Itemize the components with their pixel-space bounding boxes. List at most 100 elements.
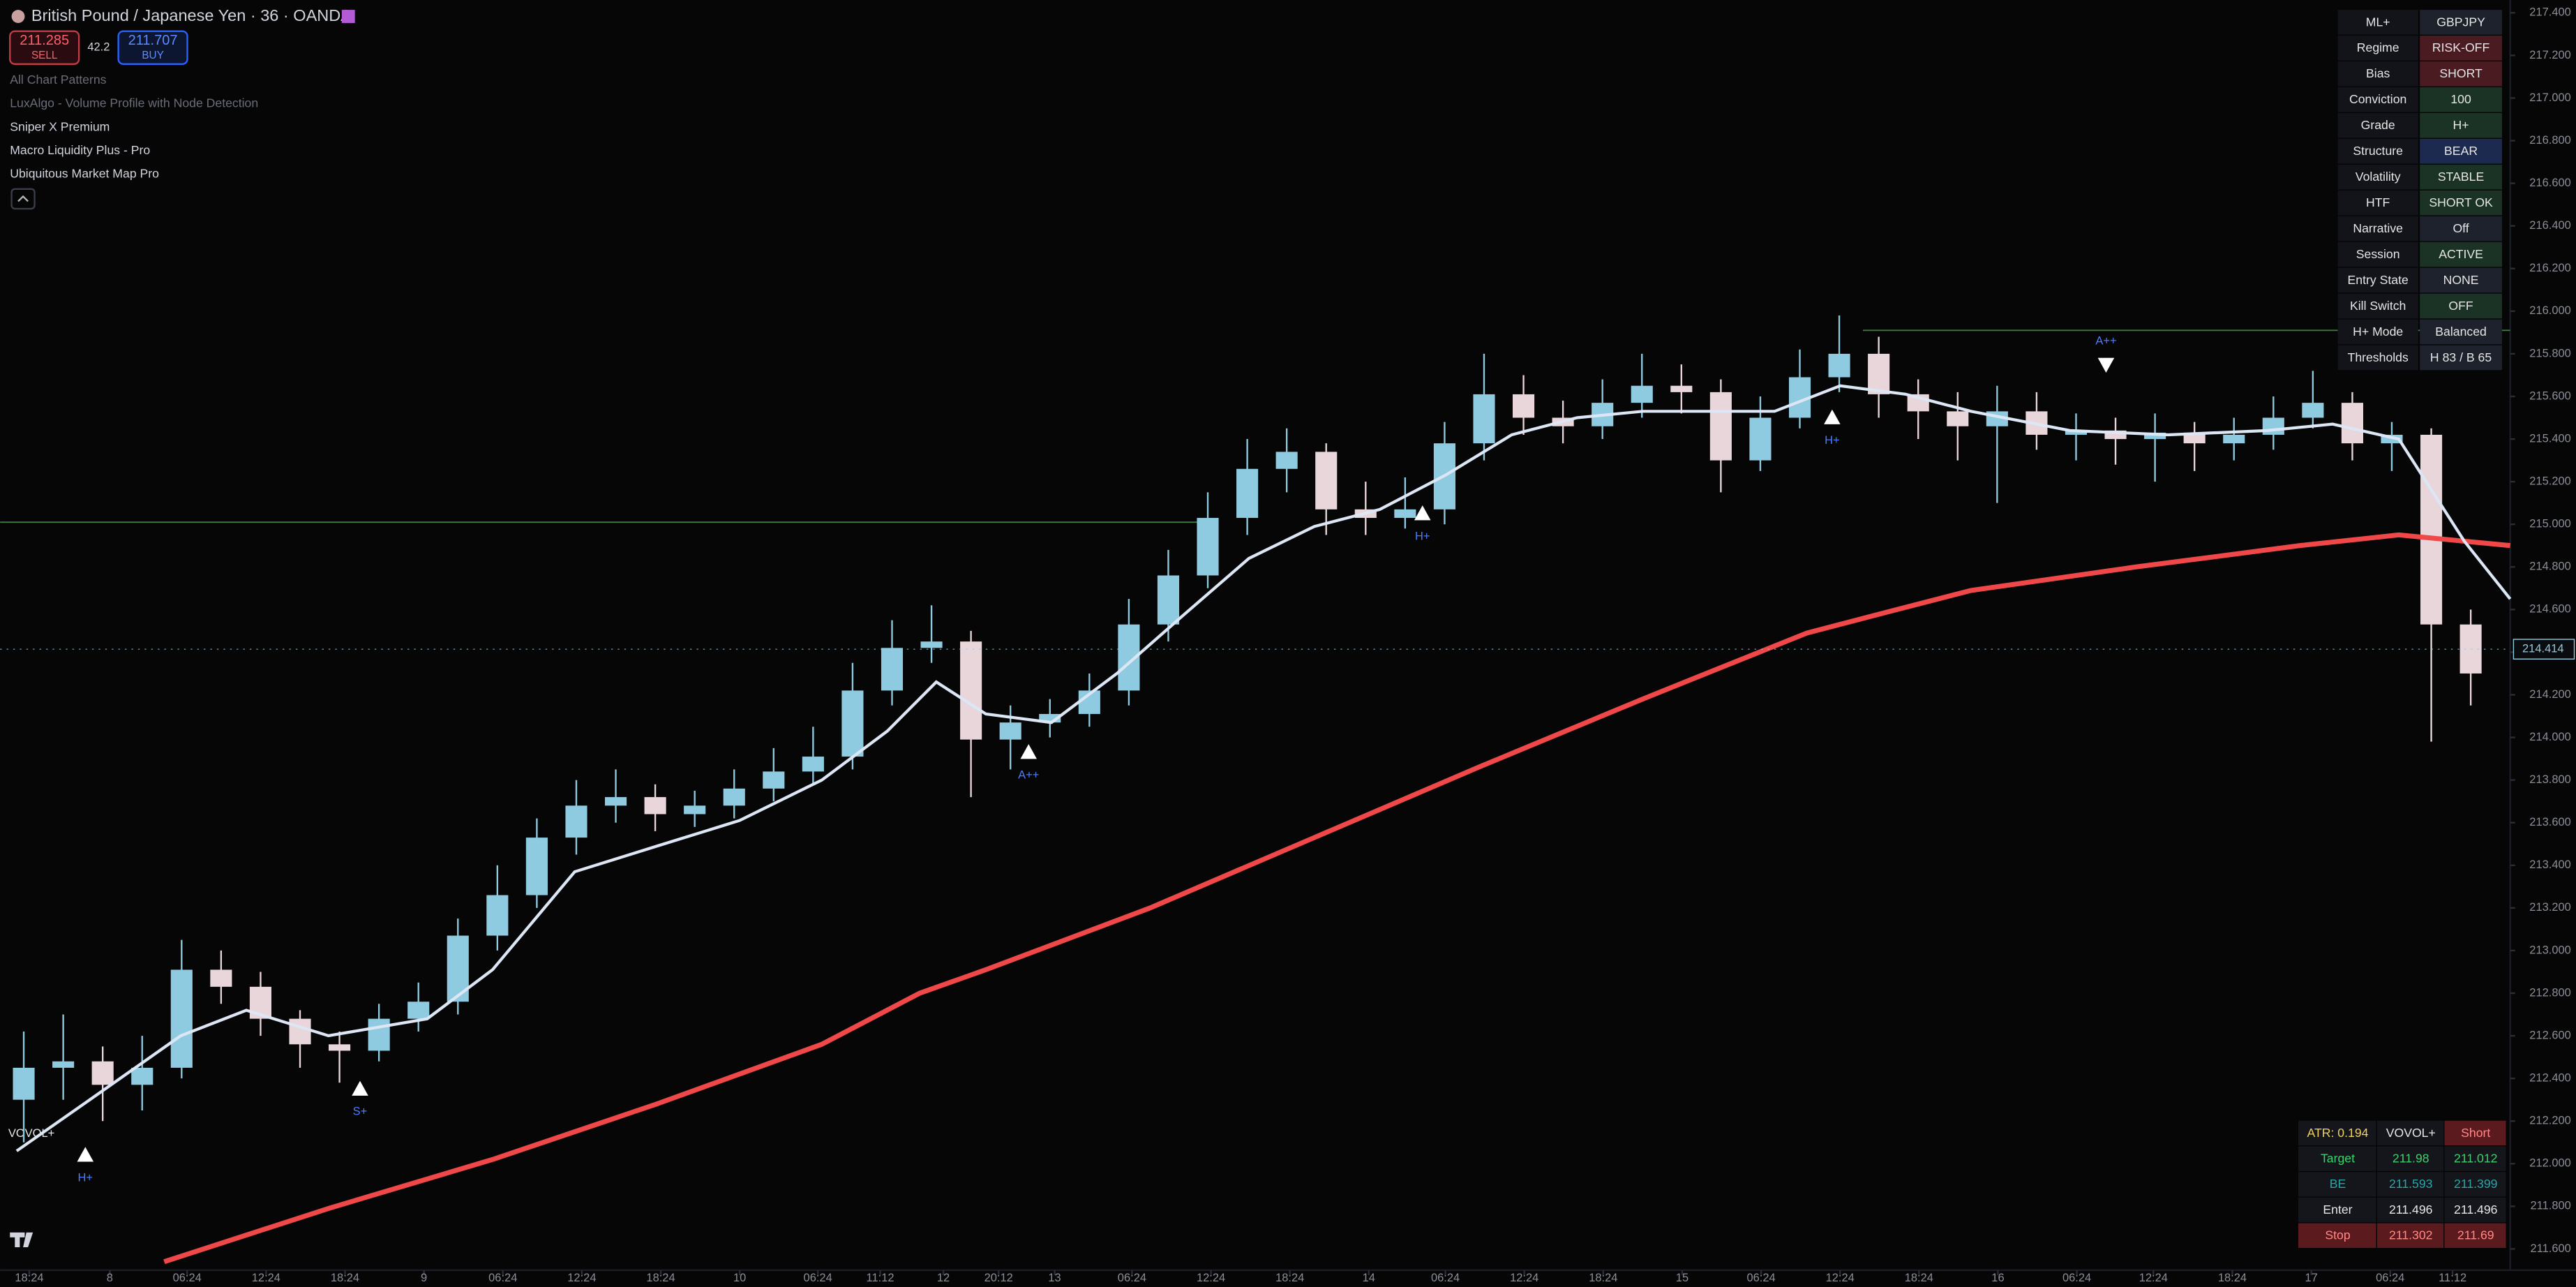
info-label-cell: [2337, 216, 2418, 241]
x-tick-label: 06:24: [488, 1272, 517, 1284]
candle-body: [1709, 392, 1732, 461]
x-tick-label: 8: [107, 1272, 113, 1284]
y-tick-label: 213.800: [2529, 773, 2571, 786]
indicator-name: LuxAlgo - Volume Profile with Node Detec…: [10, 96, 258, 110]
trade-text: 211.496: [2454, 1203, 2498, 1217]
signal-marker: [77, 1147, 94, 1162]
candle-body: [91, 1061, 114, 1085]
info-label: Conviction: [2349, 92, 2406, 106]
y-tick-label: 216.600: [2529, 177, 2571, 189]
info-value-cell: [2420, 216, 2502, 241]
trade-cell: [2444, 1172, 2506, 1197]
trade-text: Enter: [2323, 1203, 2352, 1217]
candle-body: [2065, 430, 2088, 435]
collapse-icon[interactable]: [17, 195, 29, 202]
x-tick-label: 17: [2305, 1272, 2317, 1284]
info-value-cell: [2420, 164, 2502, 190]
last-price-label: 214.414: [2522, 643, 2564, 655]
flag: [341, 10, 355, 23]
info-value-cell: [2420, 36, 2502, 61]
y-tick-label: 213.600: [2529, 816, 2571, 828]
info-value-cell: [2420, 267, 2502, 293]
info-label-cell: [2337, 293, 2418, 319]
trade-cell: [2444, 1120, 2506, 1146]
x-tick-label: 12:24: [1826, 1272, 1855, 1284]
info-label: Session: [2356, 247, 2400, 261]
info-value-cell: [2420, 61, 2502, 87]
info-label-cell: [2337, 345, 2418, 371]
indicator-line: [15, 384, 2512, 1152]
indicator-line: [163, 532, 2511, 1265]
x-tick-label: 06:24: [2376, 1272, 2404, 1284]
candle-body: [289, 1018, 311, 1045]
info-value: H+: [2453, 118, 2469, 132]
x-tick-label: 06:24: [804, 1272, 832, 1284]
x-tick-label: 11:12: [2439, 1272, 2466, 1284]
x-tick-label: 15: [1676, 1272, 1688, 1284]
candle-body: [1197, 518, 1219, 576]
info-label-cell: [2337, 241, 2418, 267]
y-tick-label: 212.000: [2529, 1157, 2571, 1170]
x-tick-label: 06:24: [2062, 1272, 2091, 1284]
y-tick-label: 214.000: [2529, 731, 2571, 743]
x-tick-label: 18:24: [15, 1272, 43, 1284]
x-tick-label: 06:24: [1431, 1272, 1460, 1284]
info-value: SHORT OK: [2429, 195, 2493, 209]
x-tick-label: 06:24: [1746, 1272, 1775, 1284]
y-tick-label: 217.200: [2529, 49, 2571, 61]
y-tick-label: 215.200: [2529, 475, 2571, 487]
sell-price[interactable]: 211.285: [20, 33, 69, 48]
y-tick-label: 216.000: [2529, 304, 2571, 317]
x-tick-label: 18:24: [1905, 1272, 1933, 1284]
info-value-cell: [2420, 112, 2502, 138]
trade-text: 211.399: [2454, 1177, 2497, 1191]
sell-label[interactable]: SELL: [31, 50, 57, 61]
trade-cell: [2376, 1223, 2444, 1248]
x-tick-label: 13: [1048, 1272, 1061, 1284]
x-tick-label: 18:24: [1589, 1272, 1617, 1284]
signal-label: H+: [78, 1171, 93, 1184]
info-label: Regime: [2357, 40, 2399, 54]
indicator-name: Ubiquitous Market Map Pro: [10, 167, 159, 181]
info-value: STABLE: [2438, 170, 2485, 184]
y-tick-label: 213.000: [2529, 944, 2571, 956]
signal-label: S+: [353, 1106, 368, 1118]
buy-button[interactable]: [117, 30, 188, 66]
info-label: Structure: [2353, 144, 2403, 158]
y-tick-label: 212.600: [2529, 1029, 2571, 1041]
candle-body: [2262, 417, 2284, 435]
trade-cell: [2298, 1120, 2376, 1146]
candle-body: [684, 805, 706, 814]
info-value-cell: [2420, 138, 2502, 164]
info-label-cell: [2337, 112, 2418, 138]
symbol-title: British Pound / Japanese Yen · 36 · OAND…: [31, 6, 352, 24]
buy-price[interactable]: 211.707: [128, 33, 178, 48]
info-label: Entry State: [2348, 273, 2409, 287]
y-tick-label: 212.400: [2529, 1072, 2571, 1085]
candle-body: [210, 969, 232, 987]
trade-cell: [2376, 1197, 2444, 1223]
info-label: HTF: [2366, 195, 2390, 209]
y-tick-label: 211.600: [2531, 1242, 2571, 1255]
info-value: NONE: [2443, 273, 2479, 287]
signal-label: A++: [1018, 768, 1039, 781]
signal-marker: [1824, 409, 1841, 424]
candle-body: [2223, 434, 2245, 444]
signal-label: A++: [2095, 335, 2116, 348]
y-tick-label: 214.600: [2529, 603, 2571, 616]
plot-area: 217.400 217.200 217.000 216.800 216.600 216.4…: [0, 6, 2575, 1284]
y-tick-label: 217.000: [2529, 91, 2571, 104]
candle-body: [763, 771, 785, 789]
candle-body: [1394, 509, 1416, 519]
trade-text: 211.98: [2392, 1151, 2429, 1165]
sell-button[interactable]: [9, 30, 80, 66]
trade-text: ATR: 0.194: [2307, 1126, 2369, 1140]
info-value: Balanced: [2435, 325, 2487, 339]
x-tick-label: 06:24: [173, 1272, 202, 1284]
trade-cell: [2444, 1223, 2506, 1248]
collapse-button[interactable]: [10, 188, 36, 210]
buy-label[interactable]: BUY: [142, 50, 163, 61]
candle-body: [170, 969, 193, 1068]
y-tick-label: 211.800: [2531, 1200, 2571, 1212]
trade-cell: [2298, 1172, 2376, 1197]
